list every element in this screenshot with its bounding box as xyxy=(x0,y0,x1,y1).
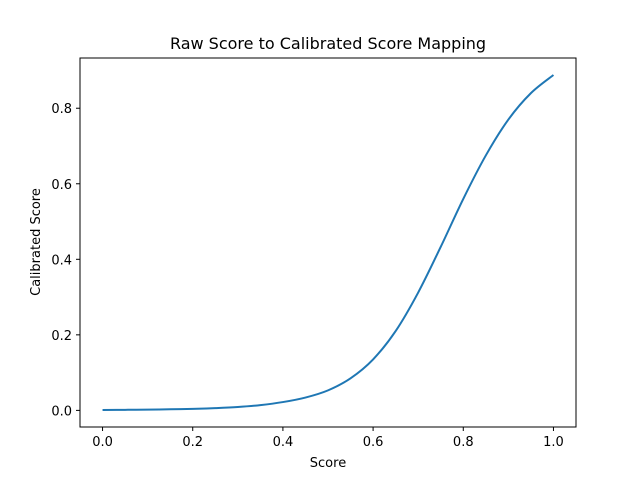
axes-frame xyxy=(79,57,577,428)
x-axis: 0.0 0.2 0.4 0.6 0.8 1.0 xyxy=(92,427,564,450)
x-axis-label: Score xyxy=(310,456,346,471)
x-tick-label: 0.6 xyxy=(363,435,384,450)
y-axis: 0.0 0.2 0.4 0.6 0.8 xyxy=(51,102,80,419)
x-tick-label: 0.2 xyxy=(182,435,203,450)
x-tick-label: 0.0 xyxy=(92,435,113,450)
y-axis-label: Calibrated Score xyxy=(29,188,44,296)
x-tick-label: 0.8 xyxy=(453,435,474,450)
plot-area xyxy=(102,74,555,411)
y-tick-label: 0.4 xyxy=(51,253,72,268)
x-tick-label: 1.0 xyxy=(543,435,564,450)
y-tick-label: 0.8 xyxy=(51,102,72,117)
y-tick-label: 0.6 xyxy=(51,178,72,193)
y-tick-label: 0.0 xyxy=(51,404,72,419)
chart-title: Raw Score to Calibrated Score Mapping xyxy=(170,34,486,53)
x-tick-label: 0.4 xyxy=(273,435,294,450)
y-tick-label: 0.2 xyxy=(51,329,72,344)
